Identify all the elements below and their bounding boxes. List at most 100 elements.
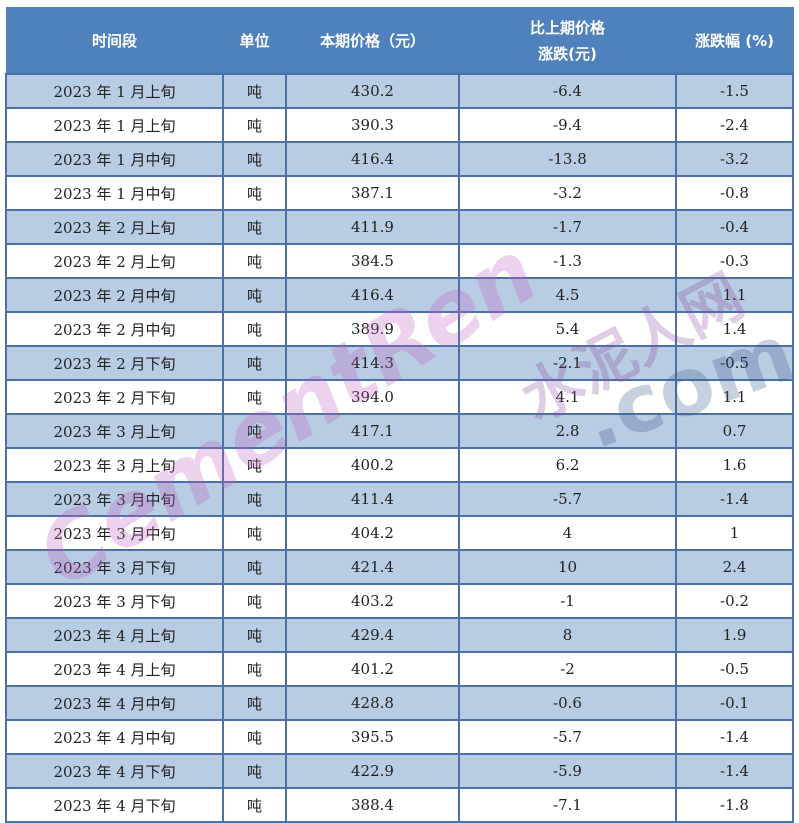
cell-price: 394.0 <box>285 379 460 415</box>
cell-price: 414.3 <box>285 345 460 381</box>
cell-unit: 吨 <box>222 345 287 381</box>
cell-change: 5.4 <box>458 311 677 347</box>
cell-period: 2023 年 1 月中旬 <box>5 141 224 177</box>
cell-period: 2023 年 3 月上旬 <box>5 413 224 449</box>
cell-change: -9.4 <box>458 107 677 143</box>
cell-change: -5.9 <box>458 753 677 789</box>
cell-price: 395.5 <box>285 719 460 755</box>
cell-price: 411.4 <box>285 481 460 517</box>
table-row: 2023 年 2 月上旬吨 411.9 -1.7 -0.4 <box>5 209 794 245</box>
table-row: 2023 年 3 月下旬吨 421.4 10 2.4 <box>5 549 794 585</box>
cell-change-pct: -1.4 <box>675 753 794 789</box>
table-row: 2023 年 4 月上旬吨 401.2 -2 -0.5 <box>5 651 794 687</box>
cell-unit: 吨 <box>222 549 287 585</box>
header-row: 时间段 单位 本期价格（元） 比上期价格 涨跌(元) 涨跌幅 (%) <box>5 7 794 75</box>
cell-change-pct: -0.3 <box>675 243 794 279</box>
cell-price: 411.9 <box>285 209 460 245</box>
cell-change: -1.3 <box>458 243 677 279</box>
cell-change: -0.6 <box>458 685 677 721</box>
cell-change: -5.7 <box>458 481 677 517</box>
cell-change-pct: -0.8 <box>675 175 794 211</box>
cell-price: 416.4 <box>285 141 460 177</box>
table-row: 2023 年 1 月中旬吨 387.1 -3.2 -0.8 <box>5 175 794 211</box>
table-row: 2023 年 2 月中旬吨 416.4 4.5 1.1 <box>5 277 794 313</box>
price-table: 时间段 单位 本期价格（元） 比上期价格 涨跌(元) 涨跌幅 (%) 2023 年… <box>5 7 794 823</box>
cell-change-pct: 1.9 <box>675 617 794 653</box>
cell-change-pct: -0.4 <box>675 209 794 245</box>
cell-unit: 吨 <box>222 787 287 823</box>
cell-change: -7.1 <box>458 787 677 823</box>
table-row: 2023 年 3 月下旬吨 403.2 -1 -0.2 <box>5 583 794 619</box>
cell-change: 2.8 <box>458 413 677 449</box>
cell-unit: 吨 <box>222 651 287 687</box>
header-change-line2: 涨跌(元) <box>538 44 597 63</box>
cell-change: -1.7 <box>458 209 677 245</box>
table-row: 2023 年 4 月中旬吨 428.8 -0.6 -0.1 <box>5 685 794 721</box>
header-price: 本期价格（元） <box>285 7 460 75</box>
cell-change-pct: -0.2 <box>675 583 794 619</box>
cell-price: 403.2 <box>285 583 460 619</box>
cell-unit: 吨 <box>222 175 287 211</box>
cell-change: -2 <box>458 651 677 687</box>
cell-change: 4 <box>458 515 677 551</box>
cell-period: 2023 年 4 月中旬 <box>5 685 224 721</box>
cell-period: 2023 年 1 月上旬 <box>5 107 224 143</box>
cell-change-pct: 1.4 <box>675 311 794 347</box>
table-row: 2023 年 2 月下旬吨 394.0 4.1 1.1 <box>5 379 794 415</box>
cell-change-pct: 0.7 <box>675 413 794 449</box>
cell-change-pct: -1.4 <box>675 719 794 755</box>
table-row: 2023 年 3 月中旬吨 404.2 4 1 <box>5 515 794 551</box>
cell-change-pct: -0.1 <box>675 685 794 721</box>
cell-price: 428.8 <box>285 685 460 721</box>
cell-price: 388.4 <box>285 787 460 823</box>
table-row: 2023 年 2 月中旬吨 389.9 5.4 1.4 <box>5 311 794 347</box>
table-row: 2023 年 4 月上旬吨 429.4 8 1.9 <box>5 617 794 653</box>
cell-change: 4.5 <box>458 277 677 313</box>
cell-unit: 吨 <box>222 753 287 789</box>
header-unit: 单位 <box>222 7 287 75</box>
cell-unit: 吨 <box>222 141 287 177</box>
cell-change-pct: 2.4 <box>675 549 794 585</box>
cell-period: 2023 年 3 月上旬 <box>5 447 224 483</box>
cell-change-pct: -0.5 <box>675 345 794 381</box>
cell-change: -1 <box>458 583 677 619</box>
cell-change-pct: -2.4 <box>675 107 794 143</box>
cell-change-pct: -1.4 <box>675 481 794 517</box>
cell-unit: 吨 <box>222 447 287 483</box>
cell-unit: 吨 <box>222 413 287 449</box>
cell-unit: 吨 <box>222 107 287 143</box>
cell-price: 384.5 <box>285 243 460 279</box>
header-change-line1: 比上期价格 <box>529 18 605 37</box>
header-change: 比上期价格涨跌(元) <box>458 7 677 75</box>
cell-change: -13.8 <box>458 141 677 177</box>
table-row: 2023 年 4 月中旬吨 395.5 -5.7 -1.4 <box>5 719 794 755</box>
cell-change-pct: 1.6 <box>675 447 794 483</box>
cell-price: 422.9 <box>285 753 460 789</box>
cell-change: 10 <box>458 549 677 585</box>
cell-period: 2023 年 4 月下旬 <box>5 753 224 789</box>
cell-period: 2023 年 2 月上旬 <box>5 243 224 279</box>
cell-period: 2023 年 3 月下旬 <box>5 583 224 619</box>
header-period: 时间段 <box>5 7 224 75</box>
cell-period: 2023 年 4 月上旬 <box>5 651 224 687</box>
cell-period: 2023 年 3 月中旬 <box>5 481 224 517</box>
cell-price: 404.2 <box>285 515 460 551</box>
cell-change-pct: 1.1 <box>675 379 794 415</box>
cell-change: 4.1 <box>458 379 677 415</box>
cell-period: 2023 年 2 月上旬 <box>5 209 224 245</box>
cell-unit: 吨 <box>222 277 287 313</box>
cell-change: -3.2 <box>458 175 677 211</box>
cell-price: 390.3 <box>285 107 460 143</box>
cell-period: 2023 年 4 月下旬 <box>5 787 224 823</box>
table-row: 2023 年 3 月上旬吨 400.2 6.2 1.6 <box>5 447 794 483</box>
cell-price: 417.1 <box>285 413 460 449</box>
table-row: 2023 年 2 月下旬吨 414.3 -2.1 -0.5 <box>5 345 794 381</box>
cell-period: 2023 年 3 月中旬 <box>5 515 224 551</box>
cell-period: 2023 年 2 月中旬 <box>5 311 224 347</box>
cell-change: 8 <box>458 617 677 653</box>
cell-unit: 吨 <box>222 209 287 245</box>
cell-unit: 吨 <box>222 515 287 551</box>
cell-change-pct: -1.5 <box>675 73 794 109</box>
cell-change: -6.4 <box>458 73 677 109</box>
cell-price: 416.4 <box>285 277 460 313</box>
